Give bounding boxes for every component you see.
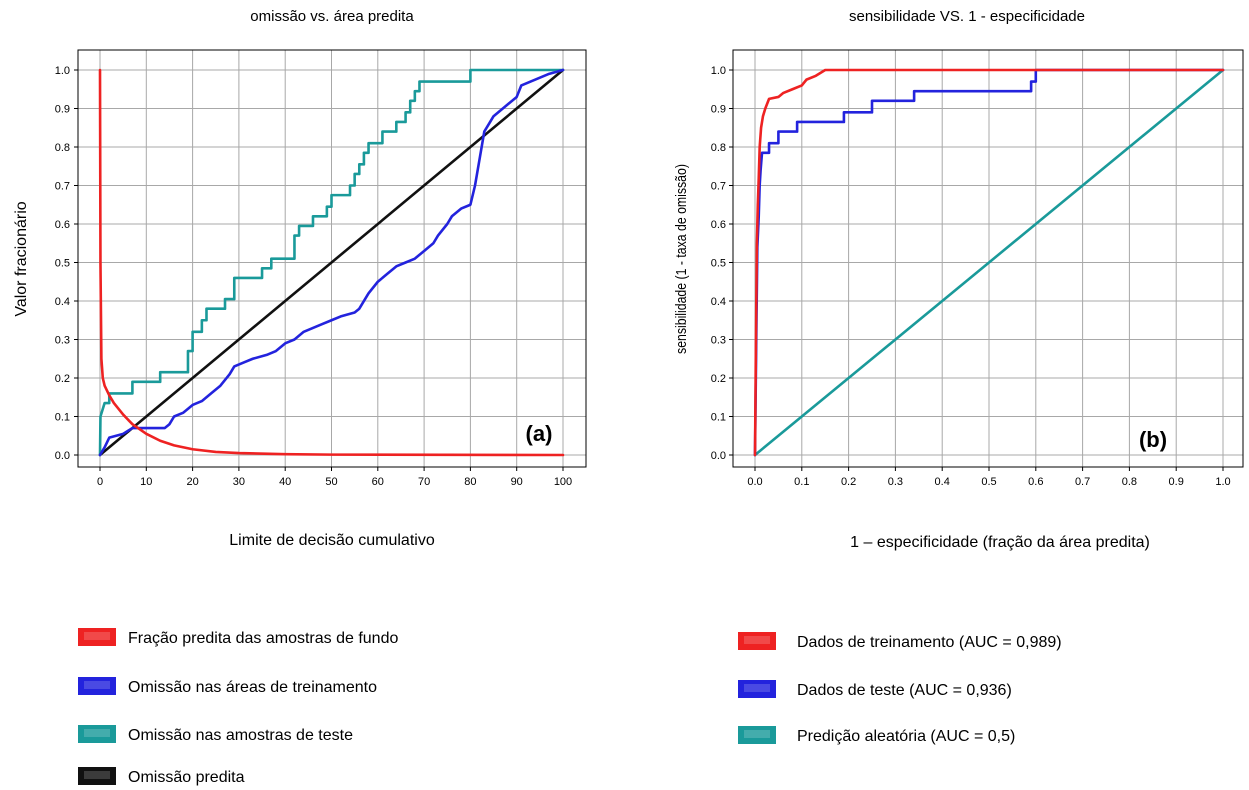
legend-item: Omissão nas áreas de treinamento <box>78 677 377 696</box>
legend-swatch <box>78 677 116 695</box>
chart-b-x-tick-label: 0.8 <box>1122 476 1137 488</box>
legend-label: Dados de teste (AUC = 0,936) <box>797 682 1012 699</box>
chart-b-y-axis-label: sensibilidade (1 - taxa de omissão) <box>673 164 689 354</box>
chart-b-y-tick-label: 0.1 <box>711 412 726 424</box>
legend-label: Predição aleatória (AUC = 0,5) <box>797 728 1015 745</box>
chart-a-x-tick-label: 50 <box>325 476 337 488</box>
chart-b-plot-frame <box>732 49 1244 468</box>
legend-item: Omissão predita <box>78 767 245 786</box>
chart-b-title: sensibilidade VS. 1 - especificidade <box>849 8 1085 25</box>
legend-label: Fração predita das amostras de fundo <box>128 630 398 647</box>
legend-swatch <box>738 632 776 650</box>
legend-label: Dados de treinamento (AUC = 0,989) <box>797 634 1062 651</box>
chart-b-y-tick-label: 0.2 <box>711 373 726 385</box>
legend-swatch <box>738 680 776 698</box>
chart-a-x-tick-label: 30 <box>233 476 245 488</box>
chart-b-ticks: 0.0 0.1 0.2 0.3 0.4 0.5 0.6 0.7 0.8 0.9 1.0 0.0 0.1 0… <box>711 65 1231 488</box>
legend-label: Omissão nas áreas de treinamento <box>128 679 377 696</box>
chart-a-x-axis-label: Limite de decisão cumulativo <box>229 532 435 549</box>
chart-a-ticks: 0 10 20 30 40 50 60 70 80 90 100 0.0 0.1 0.2 0.3 0.4 0.5… <box>55 65 572 488</box>
chart-a-y-axis-label: Valor fracionário <box>13 201 30 316</box>
chart-b-y-tick-label: 0.3 <box>711 335 726 347</box>
chart-a-series <box>98 68 565 457</box>
chart-b-series <box>753 68 1225 457</box>
chart-a-y-tick-label: 0.5 <box>55 258 70 270</box>
chart-a-y-tick-label: 0.9 <box>55 104 70 116</box>
chart-a-title: omissão vs. área predita <box>250 8 414 25</box>
legend-item: Dados de teste (AUC = 0,936) <box>738 680 1012 699</box>
legend-item: Predição aleatória (AUC = 0,5) <box>738 726 1015 745</box>
chart-b-x-tick-label: 0.3 <box>888 476 903 488</box>
chart-b-y-tick-label: 0.7 <box>711 181 726 193</box>
legend-item: Fração predita das amostras de fundo <box>78 628 398 647</box>
chart-a-series-red-line <box>98 68 565 457</box>
chart-b-x-tick-label: 0.9 <box>1169 476 1184 488</box>
chart-b-x-tick-label: 0.1 <box>794 476 809 488</box>
chart-a-y-tick-label: 0.4 <box>55 296 70 308</box>
chart-a-series-teal-line <box>98 68 565 457</box>
chart-b: sensibilidade VS. 1 - especificidade 0.0… <box>673 8 1244 551</box>
chart-b-x-tick-label: 0.6 <box>1028 476 1043 488</box>
chart-b-series-red-line <box>753 68 1225 457</box>
chart-a-x-tick-label: 100 <box>554 476 572 488</box>
chart-a-y-tick-label: 0.6 <box>55 219 70 231</box>
chart-b-y-tick-label: 0.6 <box>711 219 726 231</box>
legend-label: Omissão predita <box>128 769 245 786</box>
chart-a-series-blue-line <box>98 68 565 457</box>
chart-a-series-black-line <box>98 68 565 457</box>
chart-b-y-tick-label: 1.0 <box>711 65 726 77</box>
chart-a-legend: Fração predita das amostras de fundo Omis… <box>78 628 398 786</box>
chart-b-series-teal-line <box>753 68 1225 457</box>
legend-swatch <box>738 726 776 744</box>
chart-b-x-tick-label: 0.7 <box>1075 476 1090 488</box>
chart-a-panel-label: (a) <box>526 421 553 446</box>
chart-b-x-tick-label: 0.2 <box>841 476 856 488</box>
chart-b-x-tick-label: 0.0 <box>747 476 762 488</box>
chart-a: omissão vs. área predita 0 10 20 30 40 50 60 70… <box>13 8 587 549</box>
chart-a-y-tick-label: 0.8 <box>55 142 70 154</box>
legend-swatch <box>78 767 116 785</box>
legend-label: Omissão nas amostras de teste <box>128 727 353 744</box>
chart-a-y-tick-label: 0.0 <box>55 450 70 462</box>
legend-item: Dados de treinamento (AUC = 0,989) <box>738 632 1062 651</box>
chart-b-x-tick-label: 0.5 <box>981 476 996 488</box>
chart-a-y-tick-label: 0.3 <box>55 335 70 347</box>
chart-a-y-tick-label: 0.1 <box>55 412 70 424</box>
chart-a-x-tick-label: 70 <box>418 476 430 488</box>
chart-a-x-tick-label: 60 <box>372 476 384 488</box>
legend-swatch <box>78 628 116 646</box>
chart-b-x-tick-label: 1.0 <box>1215 476 1230 488</box>
chart-b-x-tick-label: 0.4 <box>935 476 950 488</box>
chart-b-grid <box>733 50 1243 467</box>
chart-b-y-tick-label: 0.9 <box>711 104 726 116</box>
chart-a-x-tick-label: 20 <box>186 476 198 488</box>
chart-a-y-tick-label: 0.2 <box>55 373 70 385</box>
chart-b-legend: Dados de treinamento (AUC = 0,989) Dados … <box>738 632 1062 745</box>
chart-b-y-tick-label: 0.5 <box>711 258 726 270</box>
chart-a-x-tick-label: 90 <box>511 476 523 488</box>
chart-a-y-tick-label: 1.0 <box>55 65 70 77</box>
chart-a-y-tick-label: 0.7 <box>55 181 70 193</box>
legend-swatch <box>78 725 116 743</box>
chart-a-x-tick-label: 10 <box>140 476 152 488</box>
chart-b-y-tick-label: 0.0 <box>711 450 726 462</box>
chart-a-x-tick-label: 0 <box>97 476 103 488</box>
chart-b-y-tick-label: 0.4 <box>711 296 726 308</box>
chart-a-x-tick-label: 40 <box>279 476 291 488</box>
chart-b-x-axis-label: 1 – especificidade (fração da área predi… <box>850 534 1150 551</box>
chart-b-y-tick-label: 0.8 <box>711 142 726 154</box>
chart-a-x-tick-label: 80 <box>464 476 476 488</box>
legend-item: Omissão nas amostras de teste <box>78 725 353 744</box>
chart-b-panel-label: (b) <box>1139 427 1167 452</box>
